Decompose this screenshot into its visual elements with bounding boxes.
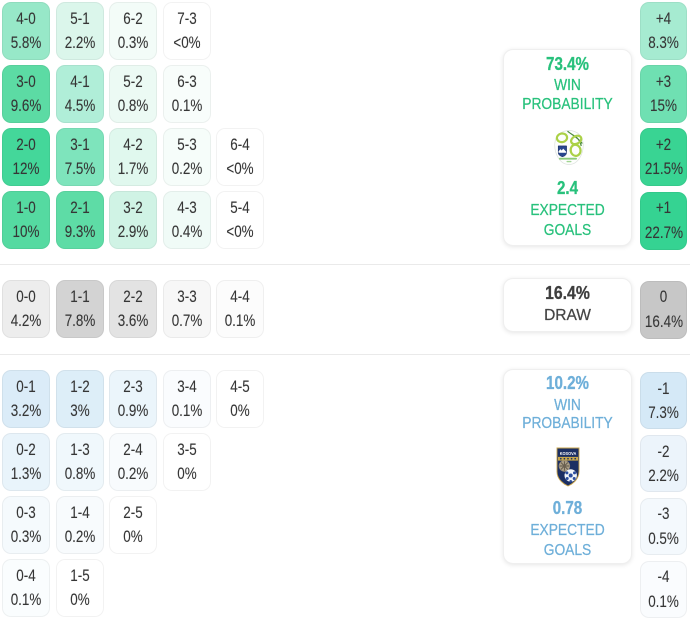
- svg-text:KOSOVA: KOSOVA: [560, 451, 577, 457]
